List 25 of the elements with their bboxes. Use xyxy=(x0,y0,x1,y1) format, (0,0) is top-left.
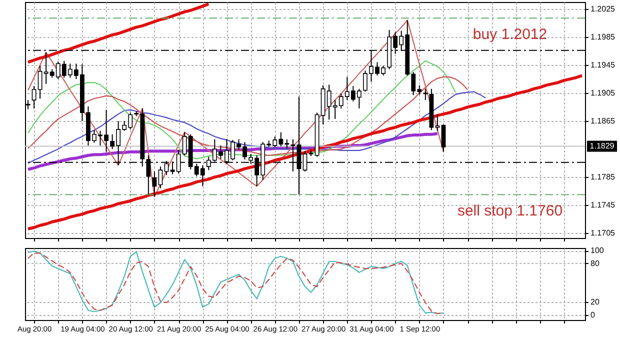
y-tick-label: 80 xyxy=(590,258,600,268)
y-tick-label: 1.1945 xyxy=(590,60,616,70)
ref-line-label: sell stop 1.1760 xyxy=(457,202,563,220)
candlestick xyxy=(423,88,428,101)
ref-line-label: buy 1.2012 xyxy=(472,26,548,44)
line-series xyxy=(27,20,444,198)
y-tick-label: 1.1745 xyxy=(590,200,616,210)
y-tick-label: 1.1905 xyxy=(590,88,616,98)
candlestick xyxy=(435,114,440,132)
ref-line-label: 1.1829 xyxy=(590,141,615,150)
candlestick xyxy=(441,124,446,152)
line-series xyxy=(26,74,584,230)
line-series xyxy=(26,2,210,64)
y-tick-label: 1.1865 xyxy=(590,116,616,126)
candlestick xyxy=(32,86,36,109)
y-tick-label: 1.2025 xyxy=(590,4,616,14)
line-series xyxy=(27,91,486,164)
y-tick-label: 1.1985 xyxy=(590,32,616,42)
candlestick xyxy=(158,166,163,189)
y-tick-label: 1.1705 xyxy=(590,228,616,238)
y-tick-label: 20 xyxy=(590,298,600,306)
y-tick-label: 1.1785 xyxy=(590,172,616,182)
y-tick-label: 0 xyxy=(590,310,596,320)
candlestick xyxy=(152,170,157,198)
y-tick-label: 100 xyxy=(590,246,604,256)
